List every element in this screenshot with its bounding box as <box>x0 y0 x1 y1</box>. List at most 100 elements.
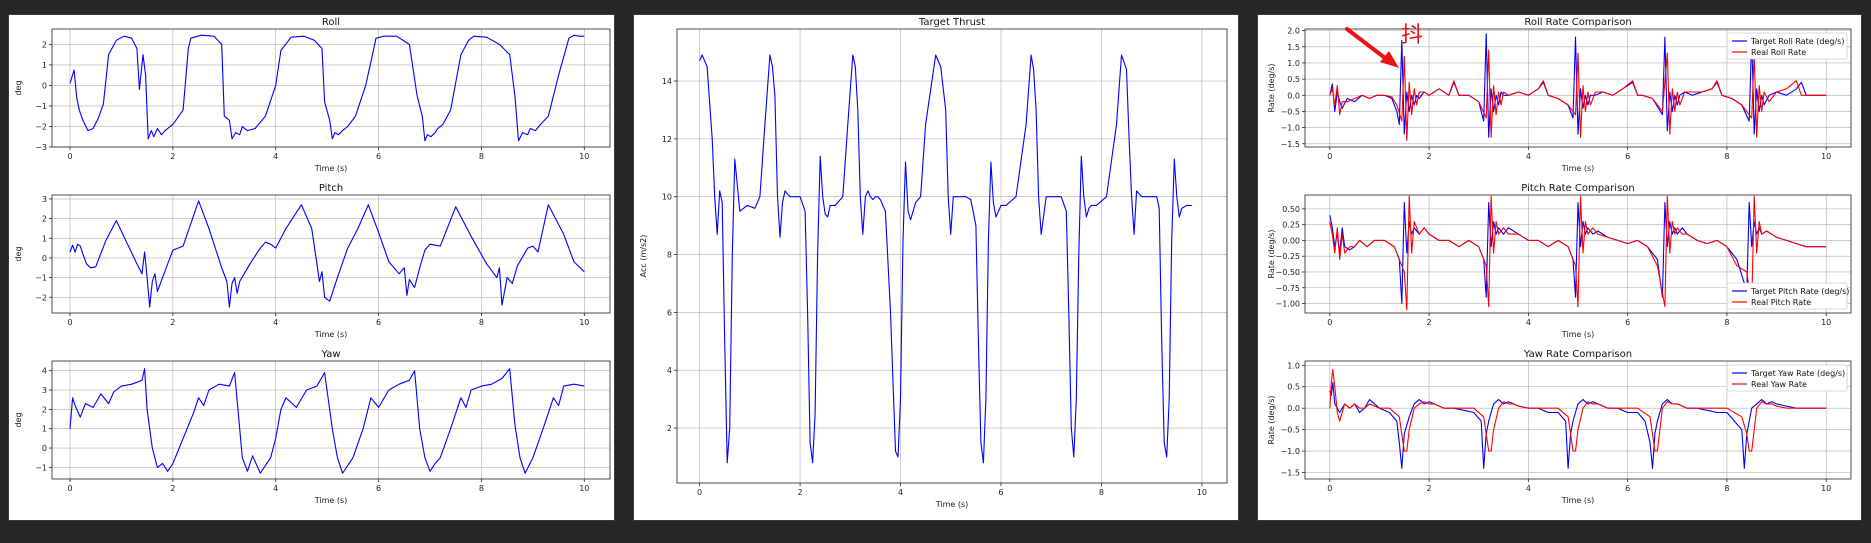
rollrate-legend-label-0: Target Roll Rate (deg/s) <box>1750 37 1844 46</box>
rollrate-y-tick-label: 0.5 <box>1287 75 1300 84</box>
rollrate-series-1-line <box>1329 49 1827 142</box>
annotation-arrow-group: 抖 <box>1345 23 1423 68</box>
thrust-y-tick-label: 12 <box>662 135 672 144</box>
yawrate-x-tick-label: 6 <box>1625 484 1630 493</box>
pitchrate-y-tick-label: −0.25 <box>1275 252 1300 261</box>
yaw-plot-frame <box>51 360 611 480</box>
rollrate-y-tick-label: −1.5 <box>1281 140 1300 149</box>
yawrate-y-tick-label: −1.0 <box>1281 447 1300 456</box>
thrust-y-tick-label: 14 <box>662 77 672 86</box>
thrust-y-tick-label: 4 <box>667 366 672 375</box>
yawrate-legend-label-0: Target Yaw Rate (deg/s) <box>1750 369 1845 378</box>
pitchrate-x-tick-label: 8 <box>1724 318 1729 327</box>
rollrate-y-tick-label: 1.0 <box>1287 59 1300 68</box>
pitchrate-y-tick-label: −1.00 <box>1275 300 1300 309</box>
yaw-series-0-line <box>69 368 585 474</box>
roll-x-tick-label: 4 <box>273 152 278 161</box>
thrust-y-tick-label: 10 <box>662 193 672 202</box>
rollrate-x-tick-label: 4 <box>1526 152 1531 161</box>
roll-series-0-line <box>69 34 585 142</box>
yaw-x-tick-label: 0 <box>67 484 72 493</box>
attitude-figure-window: 0 2 4 6 8 10 −3 −2 −1 0 1 2 Roll Time (s) deg 0 2 4 6 8 10 −2… <box>8 14 615 521</box>
rollrate-y-tick-label: −1.0 <box>1281 124 1300 133</box>
thrust-chart: 0 2 4 6 8 10 2 4 6 8 10 12 14 Target Thrust Time (s) Ac… <box>639 17 1228 509</box>
yawrate-y-tick-label: 0.5 <box>1287 383 1300 392</box>
rollrate-plot-frame <box>1304 28 1852 148</box>
thrust-x-axis-label: Time (s) <box>935 500 969 509</box>
rollrate-x-tick-label: 2 <box>1427 152 1432 161</box>
yawrate-x-tick-label: 8 <box>1724 484 1729 493</box>
yawrate-y-axis-label: Rate (deg/s) <box>1267 395 1276 444</box>
yawrate-x-tick-label: 10 <box>1821 484 1831 493</box>
rollrate-x-tick-label: 10 <box>1821 152 1831 161</box>
rollrate-legend-box <box>1726 32 1848 60</box>
pitchrate-x-tick-label: 10 <box>1821 318 1831 327</box>
pitch-y-axis-label: deg <box>14 246 23 261</box>
thrust-figure: 0 2 4 6 8 10 2 4 6 8 10 12 14 Target Thrust Time (s) Ac… <box>639 17 1228 509</box>
rollrate-x-tick-label: 8 <box>1724 152 1729 161</box>
thrust-figure-window: 0 2 4 6 8 10 2 4 6 8 10 12 14 Target Thrust Time (s) Ac… <box>633 14 1239 521</box>
pitchrate-y-axis-label: Rate (deg/s) <box>1267 229 1276 278</box>
pitchrate-y-tick-label: −0.75 <box>1275 284 1300 293</box>
pitchrate-x-tick-label: 4 <box>1526 318 1531 327</box>
yaw-x-axis-label: Time (s) <box>314 496 348 505</box>
roll-x-tick-label: 0 <box>67 152 72 161</box>
thrust-x-tick-label: 6 <box>998 488 1003 497</box>
roll-chart: 0 2 4 6 8 10 −3 −2 −1 0 1 2 Roll Time (s) deg <box>14 17 611 173</box>
pitchrate-y-tick-label: 0.50 <box>1282 205 1300 214</box>
rate-comparison-figure: 0 2 4 6 8 10 −1.5 −1.0 −0.5 0.0 0.5 1.0 1.5 2.0 Roll R… <box>1267 17 1852 505</box>
annotation-arrow-shaft <box>1345 27 1391 63</box>
pitch-x-tick-label: 6 <box>376 318 381 327</box>
roll-plot-frame <box>51 28 611 148</box>
rollrate-y-tick-label: 2.0 <box>1287 27 1300 36</box>
yaw-y-tick-label: 2 <box>42 405 47 414</box>
rollrate-x-tick-label: 0 <box>1327 152 1332 161</box>
rollrate-y-axis-label: Rate (deg/s) <box>1267 63 1276 112</box>
pitch-y-tick-label: −2 <box>35 293 47 302</box>
pitchrate-x-tick-label: 6 <box>1625 318 1630 327</box>
roll-y-tick-label: −2 <box>35 122 47 131</box>
thrust-x-tick-label: 2 <box>798 488 803 497</box>
thrust-x-tick-label: 8 <box>1099 488 1104 497</box>
rollrate-y-tick-label: −0.5 <box>1281 107 1300 116</box>
pitchrate-legend-label-0: Target Pitch Rate (deg/s) <box>1750 287 1849 296</box>
yawrate-x-tick-label: 0 <box>1327 484 1332 493</box>
yaw-title: Yaw <box>320 349 340 360</box>
pitch-x-axis-label: Time (s) <box>314 330 348 339</box>
pitch-x-tick-label: 4 <box>273 318 278 327</box>
yaw-y-tick-label: 3 <box>42 386 47 395</box>
pitchrate-y-tick-label: 0.00 <box>1282 236 1300 245</box>
pitchrate-chart: 0 2 4 6 8 10 −1.00 −0.75 −0.50 −0.25 0.00 0.25 0.50 P… <box>1267 183 1852 339</box>
thrust-x-tick-label: 0 <box>697 488 702 497</box>
thrust-y-tick-label: 8 <box>667 251 672 260</box>
annotation-arrow-head <box>1380 51 1399 68</box>
roll-title: Roll <box>322 17 340 28</box>
yawrate-y-tick-label: −1.5 <box>1281 469 1300 478</box>
pitch-x-tick-label: 8 <box>479 318 484 327</box>
pitchrate-legend-box <box>1726 282 1848 310</box>
rollrate-chart: 0 2 4 6 8 10 −1.5 −1.0 −0.5 0.0 0.5 1.0 1.5 2.0 Roll R… <box>1267 17 1852 173</box>
pitch-y-tick-label: 0 <box>42 254 47 263</box>
yaw-chart: 0 2 4 6 8 10 −1 0 1 2 3 4 Yaw Time (s) deg <box>14 349 611 505</box>
pitch-x-tick-label: 2 <box>170 318 175 327</box>
roll-x-tick-label: 10 <box>579 152 589 161</box>
roll-y-axis-label: deg <box>14 80 23 95</box>
pitch-chart: 0 2 4 6 8 10 −2 −1 0 1 2 3 Pitch Time (s) deg <box>14 183 611 339</box>
thrust-y-tick-label: 2 <box>667 424 672 433</box>
roll-y-tick-label: −3 <box>35 143 47 152</box>
roll-y-tick-label: 0 <box>42 81 47 90</box>
pitchrate-title: Pitch Rate Comparison <box>1521 183 1635 194</box>
pitch-x-tick-label: 0 <box>67 318 72 327</box>
thrust-y-tick-label: 6 <box>667 308 672 317</box>
rollrate-x-axis-label: Time (s) <box>1561 164 1595 173</box>
pitchrate-x-axis-label: Time (s) <box>1561 330 1595 339</box>
yaw-x-tick-label: 10 <box>579 484 589 493</box>
pitchrate-y-tick-label: 0.25 <box>1282 221 1300 230</box>
pitchrate-plot-frame <box>1304 194 1852 314</box>
pitch-y-tick-label: −1 <box>35 274 47 283</box>
yawrate-legend-box <box>1726 364 1848 392</box>
pitchrate-y-tick-label: −0.50 <box>1275 268 1300 277</box>
pitchrate-series-1-line <box>1329 195 1827 311</box>
rollrate-legend: Target Roll Rate (deg/s) Real Roll Rate <box>1726 32 1848 60</box>
